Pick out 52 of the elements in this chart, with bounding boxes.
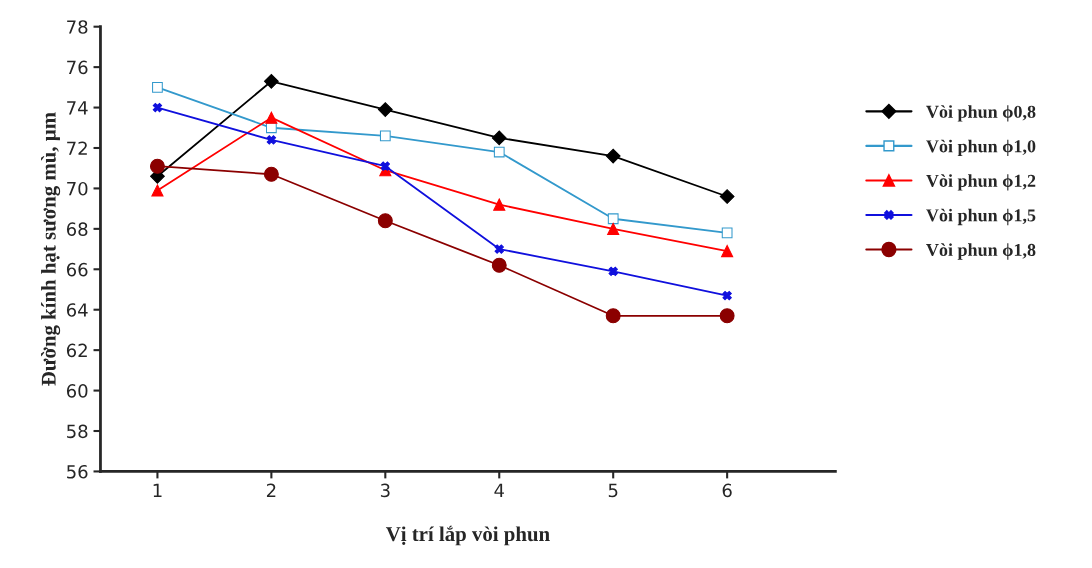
x-tick-label: 2 (266, 483, 276, 497)
point (491, 130, 507, 146)
point (493, 146, 505, 158)
point (605, 308, 621, 324)
point (379, 130, 391, 142)
y-tick-label: 72 (67, 141, 87, 155)
y-tick-label: 66 (66, 262, 88, 277)
y-tick-label: 58 (67, 424, 88, 439)
point (721, 227, 733, 239)
x-tick-label: 1 (153, 483, 162, 497)
point (151, 184, 164, 197)
y-tick-label: 64 (66, 303, 88, 317)
point (719, 308, 735, 324)
legend-label: Vòi phun ϕ1,2 (926, 174, 1036, 191)
legend-label: Vòi phun ϕ1,5 (926, 208, 1036, 226)
point (494, 244, 504, 254)
point (265, 111, 278, 124)
legend-label: Vòi phun ϕ0,8 (926, 105, 1036, 122)
y-tick-label: 60 (66, 384, 88, 398)
point (721, 245, 734, 258)
point (377, 102, 393, 117)
point (266, 135, 277, 145)
legend-label: Vòi phun ϕ1,0 (926, 139, 1036, 157)
point (152, 81, 163, 93)
point (719, 189, 735, 204)
point (608, 266, 618, 276)
x-tick-label: 4 (494, 483, 504, 497)
x-tick-label: 6 (722, 483, 732, 498)
point (607, 222, 620, 235)
point (263, 73, 279, 89)
point (377, 213, 393, 229)
legend-label: Vòi phun ϕ1,8 (926, 243, 1036, 260)
point (722, 290, 732, 301)
point (152, 102, 163, 113)
point (149, 158, 165, 174)
y-tick-label: 70 (67, 181, 88, 196)
point (491, 257, 507, 273)
y-tick-label: 76 (67, 60, 88, 75)
y-tick-label: 74 (67, 101, 88, 115)
point (607, 213, 619, 225)
point (263, 166, 279, 182)
point (605, 148, 621, 164)
y-tick-label: 68 (66, 222, 88, 236)
y-tick-label: 62 (66, 343, 87, 358)
x-tick-label: 5 (608, 483, 618, 498)
y-axis-title: Đường kính hạt sương mù, µm (41, 112, 61, 386)
y-tick-label: 78 (67, 20, 88, 34)
x-axis-title: Vị trí lắp vòi phun (385, 525, 550, 546)
x-tick-label: 3 (380, 483, 390, 498)
y-tick-label: 56 (67, 464, 88, 479)
point (380, 161, 390, 171)
point (493, 198, 506, 211)
